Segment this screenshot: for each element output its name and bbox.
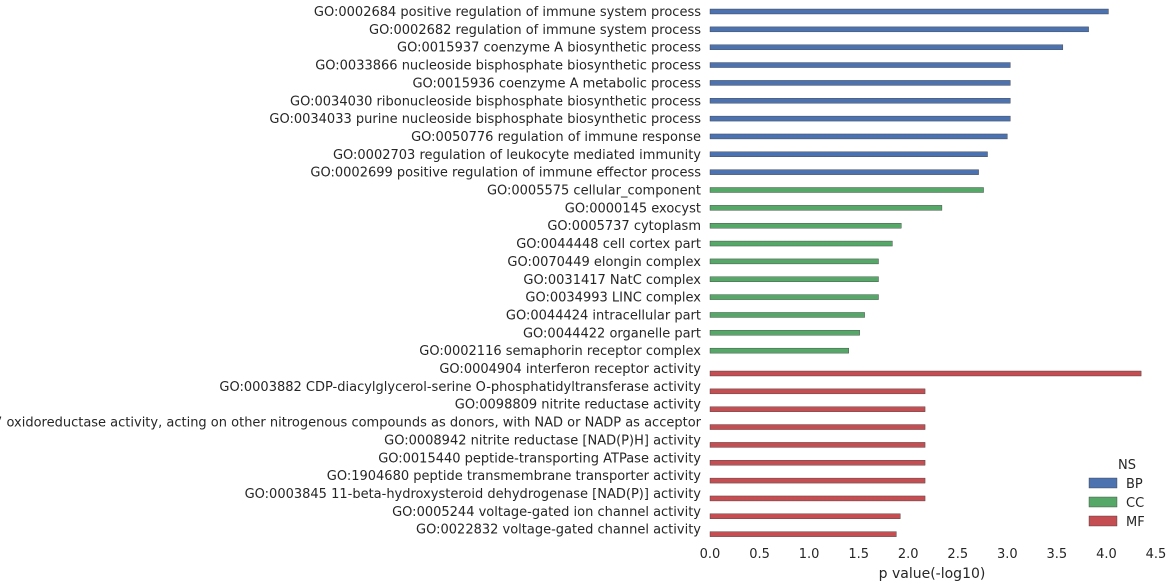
- bars: [709, 8, 1142, 537]
- bar-bp: [709, 62, 1011, 68]
- legend-swatch-cc: [1088, 496, 1118, 508]
- category-label: GO:0003882 CDP-diacylglycerol-serine O-p…: [219, 380, 701, 395]
- bar-mf: [709, 370, 1142, 377]
- legend-title: NS: [1118, 458, 1136, 473]
- bar-mf: [709, 495, 926, 502]
- category-label: GO:0046857 oxidoreductase activity, acti…: [0, 416, 702, 431]
- bar-cc: [709, 330, 860, 336]
- category-label: GO:0044422 organelle part: [523, 326, 701, 341]
- legend-swatch-bp: [1088, 477, 1118, 489]
- legend-entry-mf: MF: [1126, 515, 1145, 530]
- bar-cc: [709, 205, 943, 211]
- category-label: GO:0002682 regulation of immune system p…: [369, 23, 701, 38]
- bar-mf: [709, 406, 926, 412]
- x-axis: 0.0 0.5 1.0 1.5 2.0 2.5 3.0 3.5 4.0 4.5: [700, 547, 1167, 562]
- bar-mf: [709, 531, 897, 537]
- bar-bp: [709, 151, 988, 158]
- legend: NS BP CC MF: [1088, 458, 1145, 530]
- category-label: GO:0044448 cell cortex part: [516, 237, 701, 252]
- category-label: GO:0002684 positive regulation of immune…: [314, 5, 701, 20]
- category-label: GO:0008942 nitrite reductase [NAD(P)H] a…: [384, 433, 701, 448]
- category-label: GO:0098809 nitrite reductase activity: [455, 398, 702, 413]
- bar-cc: [709, 347, 849, 354]
- bar-bp: [709, 133, 1008, 140]
- category-label: GO:0031417 NatC complex: [523, 273, 701, 288]
- category-label: GO:0005737 cytoplasm: [547, 219, 701, 234]
- category-label: GO:0004904 interferon receptor activity: [439, 362, 701, 377]
- category-label: GO:0002116 semaphorin receptor complex: [419, 344, 701, 359]
- category-label: GO:0000145 exocyst: [565, 201, 701, 216]
- category-label: GO:0044424 intracellular part: [506, 308, 701, 323]
- category-label: GO:0015440 peptide-transporting ATPase a…: [378, 451, 701, 466]
- x-tick-label: 2.0: [898, 547, 919, 562]
- category-label: GO:0015936 coenzyme A metabolic process: [412, 76, 701, 91]
- category-label: GO:0034993 LINC complex: [525, 291, 701, 306]
- x-tick-label: 0.0: [700, 547, 721, 562]
- x-tick-label: 2.5: [947, 547, 968, 562]
- bar-cc: [709, 294, 879, 300]
- bar-bp: [709, 80, 1011, 86]
- bar-bp: [709, 8, 1109, 15]
- bar-bp: [709, 115, 1011, 122]
- x-tick-label: 3.0: [997, 547, 1018, 562]
- bar-mf: [709, 388, 926, 395]
- category-label: GO:0002703 regulation of leukocyte media…: [333, 148, 701, 163]
- category-label: GO:0005244 voltage-gated ion channel act…: [392, 505, 701, 520]
- bar-cc: [709, 187, 984, 193]
- category-label: GO:0003845 11-beta-hydroxysteroid dehydr…: [245, 487, 702, 502]
- bar-bp: [709, 169, 979, 175]
- category-label: GO:0005575 cellular_component: [487, 184, 701, 199]
- bar-cc: [709, 240, 893, 247]
- x-tick-label: 3.5: [1047, 547, 1068, 562]
- legend-entry-bp: BP: [1126, 477, 1143, 492]
- bar-mf: [709, 513, 901, 519]
- legend-swatch-mf: [1088, 515, 1118, 527]
- bar-cc: [709, 222, 902, 229]
- bar-bp: [709, 44, 1064, 50]
- x-tick-label: 4.5: [1146, 547, 1167, 562]
- bar-cc: [709, 276, 879, 282]
- category-label: GO:0002699 positive regulation of immune…: [310, 166, 701, 181]
- category-label: GO:0034033 purine nucleoside bisphosphat…: [269, 112, 701, 127]
- category-label: GO:1904680 peptide transmembrane transpo…: [327, 469, 702, 484]
- x-tick-label: 4.0: [1096, 547, 1117, 562]
- bar-mf: [709, 460, 926, 466]
- category-label: GO:0050776 regulation of immune response: [411, 130, 701, 145]
- x-tick-label: 1.0: [799, 547, 820, 562]
- legend-entry-cc: CC: [1126, 496, 1144, 511]
- bar-mf: [709, 442, 926, 448]
- bar-cc: [709, 312, 865, 318]
- category-label: GO:0033866 nucleoside bisphosphate biosy…: [315, 59, 701, 74]
- category-label: GO:0070449 elongin complex: [507, 255, 701, 270]
- x-axis-label: p value(-log10): [879, 566, 986, 582]
- category-labels: GO:0002684 positive regulation of immune…: [0, 5, 702, 538]
- bar-bp: [709, 98, 1011, 104]
- bar-bp: [709, 26, 1089, 33]
- bar-mf: [709, 424, 926, 430]
- x-tick-label: 0.5: [749, 547, 770, 562]
- bar-cc: [709, 258, 879, 265]
- x-tick-label: 1.5: [848, 547, 869, 562]
- category-label: GO:0022832 voltage-gated channel activit…: [416, 523, 701, 538]
- bar-mf: [709, 477, 926, 484]
- category-label: GO:0015937 coenzyme A biosynthetic proce…: [397, 41, 701, 56]
- category-label: GO:0034030 ribonucleoside bisphosphate b…: [290, 94, 701, 109]
